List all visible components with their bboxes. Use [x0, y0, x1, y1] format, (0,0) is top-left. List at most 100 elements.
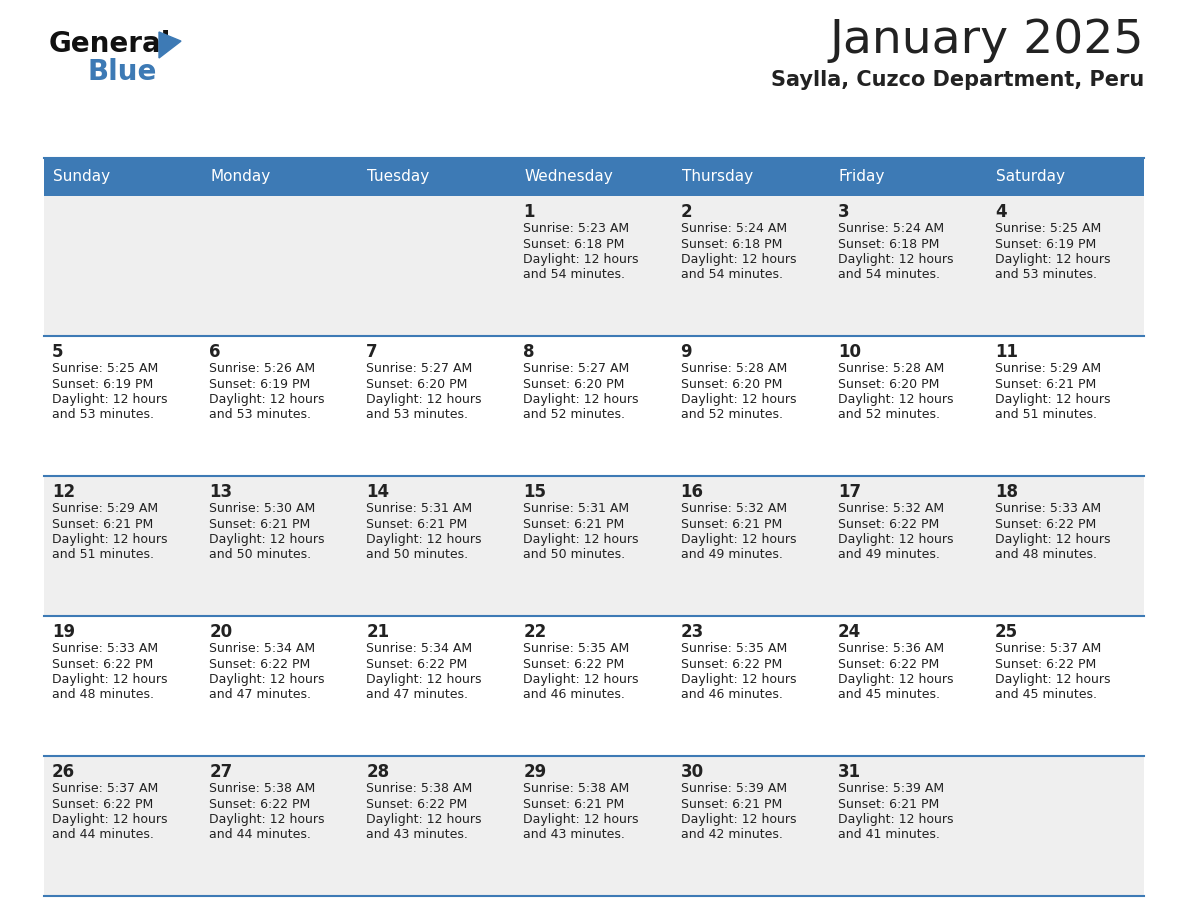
Text: Sunset: 6:22 PM: Sunset: 6:22 PM	[52, 657, 153, 670]
Text: Sunset: 6:22 PM: Sunset: 6:22 PM	[681, 657, 782, 670]
Text: 3: 3	[838, 203, 849, 221]
Bar	[987, 196, 1144, 336]
Text: Daylight: 12 hours: Daylight: 12 hours	[52, 813, 168, 826]
Text: Daylight: 12 hours: Daylight: 12 hours	[994, 673, 1111, 686]
Text: Sunset: 6:20 PM: Sunset: 6:20 PM	[681, 377, 782, 390]
Text: General: General	[49, 30, 171, 58]
Text: Daylight: 12 hours: Daylight: 12 hours	[681, 393, 796, 406]
Text: Sunrise: 5:32 AM: Sunrise: 5:32 AM	[681, 502, 786, 515]
Text: Blue: Blue	[87, 58, 157, 86]
Text: Sunrise: 5:32 AM: Sunrise: 5:32 AM	[838, 502, 943, 515]
Text: Sunset: 6:19 PM: Sunset: 6:19 PM	[209, 377, 310, 390]
Text: Sunrise: 5:34 AM: Sunrise: 5:34 AM	[209, 642, 315, 655]
Text: Daylight: 12 hours: Daylight: 12 hours	[524, 253, 639, 266]
Bar	[672, 336, 829, 476]
Bar	[829, 158, 987, 196]
Text: Daylight: 12 hours: Daylight: 12 hours	[838, 393, 953, 406]
Text: Sunset: 6:21 PM: Sunset: 6:21 PM	[52, 518, 153, 531]
Text: Sunset: 6:22 PM: Sunset: 6:22 PM	[838, 657, 939, 670]
Bar	[359, 158, 516, 196]
Text: Sunset: 6:22 PM: Sunset: 6:22 PM	[366, 657, 468, 670]
Text: and 54 minutes.: and 54 minutes.	[681, 268, 783, 282]
Text: Daylight: 12 hours: Daylight: 12 hours	[524, 673, 639, 686]
Bar	[987, 616, 1144, 756]
Text: Sunset: 6:20 PM: Sunset: 6:20 PM	[524, 377, 625, 390]
Text: Sunset: 6:22 PM: Sunset: 6:22 PM	[52, 798, 153, 811]
Text: 28: 28	[366, 763, 390, 781]
Text: Sunset: 6:21 PM: Sunset: 6:21 PM	[994, 377, 1097, 390]
Text: Sunset: 6:20 PM: Sunset: 6:20 PM	[838, 377, 939, 390]
Text: Daylight: 12 hours: Daylight: 12 hours	[681, 533, 796, 546]
Text: Daylight: 12 hours: Daylight: 12 hours	[681, 813, 796, 826]
Text: and 49 minutes.: and 49 minutes.	[681, 548, 783, 562]
Bar	[516, 756, 672, 896]
Bar	[201, 336, 359, 476]
Bar	[44, 336, 201, 476]
Text: Daylight: 12 hours: Daylight: 12 hours	[209, 393, 324, 406]
Text: Daylight: 12 hours: Daylight: 12 hours	[524, 393, 639, 406]
Text: Daylight: 12 hours: Daylight: 12 hours	[366, 813, 482, 826]
Bar	[829, 476, 987, 616]
Text: Sunrise: 5:39 AM: Sunrise: 5:39 AM	[681, 782, 786, 795]
Text: and 45 minutes.: and 45 minutes.	[994, 688, 1097, 701]
Text: 26: 26	[52, 763, 75, 781]
Text: Daylight: 12 hours: Daylight: 12 hours	[838, 253, 953, 266]
Bar	[359, 196, 516, 336]
Text: Daylight: 12 hours: Daylight: 12 hours	[994, 393, 1111, 406]
Text: and 48 minutes.: and 48 minutes.	[52, 688, 154, 701]
Bar	[987, 476, 1144, 616]
Text: Sunrise: 5:33 AM: Sunrise: 5:33 AM	[52, 642, 158, 655]
Text: 8: 8	[524, 343, 535, 361]
Text: Sunrise: 5:27 AM: Sunrise: 5:27 AM	[366, 362, 473, 375]
Text: and 53 minutes.: and 53 minutes.	[52, 409, 154, 421]
Text: Monday: Monday	[210, 170, 271, 185]
Bar	[201, 756, 359, 896]
Text: and 43 minutes.: and 43 minutes.	[366, 829, 468, 842]
Text: 30: 30	[681, 763, 703, 781]
Text: Tuesday: Tuesday	[367, 170, 430, 185]
Text: Daylight: 12 hours: Daylight: 12 hours	[838, 533, 953, 546]
Text: Wednesday: Wednesday	[524, 170, 613, 185]
Text: Daylight: 12 hours: Daylight: 12 hours	[681, 673, 796, 686]
Text: Thursday: Thursday	[682, 170, 753, 185]
Text: 23: 23	[681, 623, 703, 641]
Text: and 52 minutes.: and 52 minutes.	[681, 409, 783, 421]
Text: Daylight: 12 hours: Daylight: 12 hours	[838, 813, 953, 826]
Text: Sunrise: 5:30 AM: Sunrise: 5:30 AM	[209, 502, 315, 515]
Text: and 49 minutes.: and 49 minutes.	[838, 548, 940, 562]
Text: and 50 minutes.: and 50 minutes.	[209, 548, 311, 562]
Text: Sunrise: 5:28 AM: Sunrise: 5:28 AM	[681, 362, 786, 375]
Text: and 44 minutes.: and 44 minutes.	[209, 829, 311, 842]
Text: Sunrise: 5:23 AM: Sunrise: 5:23 AM	[524, 222, 630, 235]
Text: Sunset: 6:22 PM: Sunset: 6:22 PM	[838, 518, 939, 531]
Text: and 50 minutes.: and 50 minutes.	[366, 548, 468, 562]
Text: 9: 9	[681, 343, 693, 361]
Text: Daylight: 12 hours: Daylight: 12 hours	[52, 533, 168, 546]
Text: Sunrise: 5:39 AM: Sunrise: 5:39 AM	[838, 782, 943, 795]
Text: and 54 minutes.: and 54 minutes.	[524, 268, 625, 282]
Text: Sunset: 6:22 PM: Sunset: 6:22 PM	[366, 798, 468, 811]
Text: Sunrise: 5:36 AM: Sunrise: 5:36 AM	[838, 642, 943, 655]
Bar	[44, 476, 201, 616]
Text: Daylight: 12 hours: Daylight: 12 hours	[52, 673, 168, 686]
Text: Sunrise: 5:31 AM: Sunrise: 5:31 AM	[366, 502, 473, 515]
Polygon shape	[159, 32, 181, 58]
Text: Sunrise: 5:38 AM: Sunrise: 5:38 AM	[524, 782, 630, 795]
Text: 11: 11	[994, 343, 1018, 361]
Text: 6: 6	[209, 343, 221, 361]
Text: 17: 17	[838, 483, 861, 501]
Text: Sunset: 6:22 PM: Sunset: 6:22 PM	[209, 657, 310, 670]
Text: 12: 12	[52, 483, 75, 501]
Text: 14: 14	[366, 483, 390, 501]
Text: and 46 minutes.: and 46 minutes.	[681, 688, 783, 701]
Text: Sunrise: 5:33 AM: Sunrise: 5:33 AM	[994, 502, 1101, 515]
Text: Sunset: 6:21 PM: Sunset: 6:21 PM	[681, 518, 782, 531]
Bar	[201, 158, 359, 196]
Text: Daylight: 12 hours: Daylight: 12 hours	[52, 393, 168, 406]
Text: Sunrise: 5:27 AM: Sunrise: 5:27 AM	[524, 362, 630, 375]
Text: 16: 16	[681, 483, 703, 501]
Text: 13: 13	[209, 483, 233, 501]
Text: Sunset: 6:22 PM: Sunset: 6:22 PM	[994, 657, 1097, 670]
Text: and 51 minutes.: and 51 minutes.	[52, 548, 154, 562]
Text: and 51 minutes.: and 51 minutes.	[994, 409, 1097, 421]
